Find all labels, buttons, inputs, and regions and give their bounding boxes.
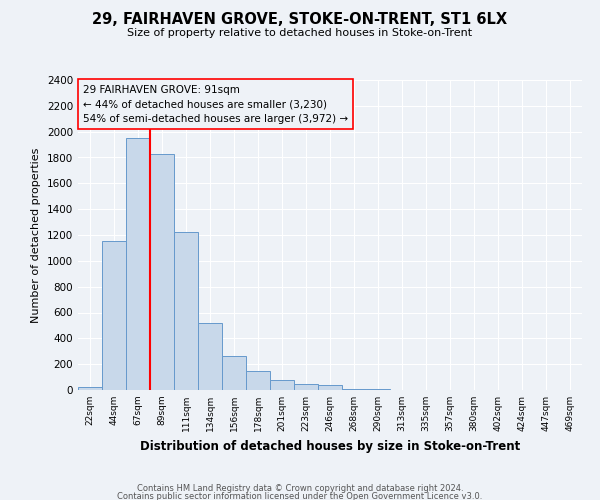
Bar bbox=[342, 388, 366, 390]
Text: Contains public sector information licensed under the Open Government Licence v3: Contains public sector information licen… bbox=[118, 492, 482, 500]
Text: Contains HM Land Registry data © Crown copyright and database right 2024.: Contains HM Land Registry data © Crown c… bbox=[137, 484, 463, 493]
Bar bbox=[294, 384, 318, 390]
Bar bbox=[102, 242, 126, 390]
Text: 29, FAIRHAVEN GROVE, STOKE-ON-TRENT, ST1 6LX: 29, FAIRHAVEN GROVE, STOKE-ON-TRENT, ST1… bbox=[92, 12, 508, 28]
Text: Size of property relative to detached houses in Stoke-on-Trent: Size of property relative to detached ho… bbox=[127, 28, 473, 38]
Bar bbox=[270, 380, 294, 390]
Text: 29 FAIRHAVEN GROVE: 91sqm
← 44% of detached houses are smaller (3,230)
54% of se: 29 FAIRHAVEN GROVE: 91sqm ← 44% of detac… bbox=[83, 84, 348, 124]
X-axis label: Distribution of detached houses by size in Stoke-on-Trent: Distribution of detached houses by size … bbox=[140, 440, 520, 452]
Bar bbox=[198, 323, 222, 390]
Bar bbox=[150, 154, 174, 390]
Bar bbox=[78, 387, 102, 390]
Bar bbox=[318, 386, 342, 390]
Bar bbox=[246, 370, 270, 390]
Bar bbox=[126, 138, 150, 390]
Bar bbox=[222, 356, 246, 390]
Y-axis label: Number of detached properties: Number of detached properties bbox=[31, 148, 41, 322]
Bar bbox=[174, 232, 198, 390]
